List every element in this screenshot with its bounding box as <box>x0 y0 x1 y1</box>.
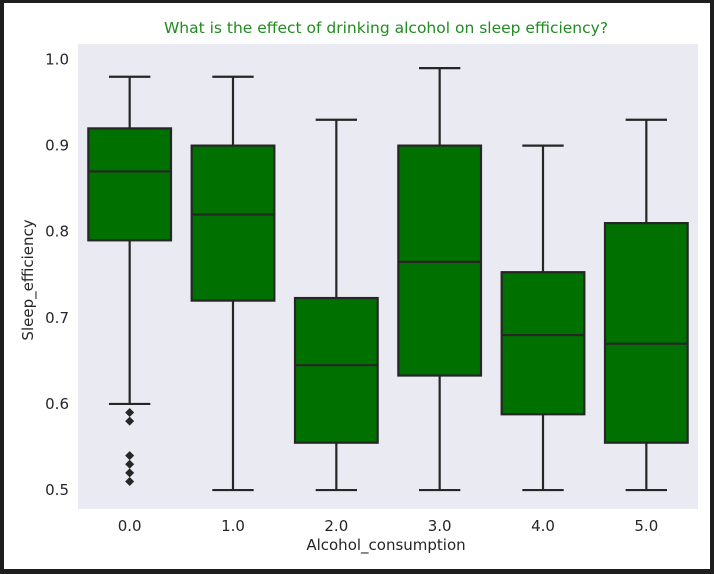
box-plot-chart: 0.0 1.0 2.0 3.0 4.0 5.0 0.5 0.6 0.7 0.8 0.9 1.0 Wha… <box>19 19 698 555</box>
outlier-point <box>125 416 135 426</box>
outlier-point <box>125 476 135 486</box>
box-group-1.0 <box>190 75 276 492</box>
x-tick-label: 2.0 <box>324 517 348 535</box>
y-tick-label: 0.5 <box>45 481 69 499</box>
x-tick-label: 5.0 <box>634 517 658 535</box>
outlier-point <box>125 468 135 478</box>
outlier-point <box>125 459 135 469</box>
iqr-box <box>397 144 483 377</box>
figure-frame: 0.0 1.0 2.0 3.0 4.0 5.0 0.5 0.6 0.7 0.8 0.9 1.0 Wha… <box>4 3 710 569</box>
x-tick-label: 1.0 <box>221 517 245 535</box>
y-axis-label: Sleep_efficiency <box>19 219 38 340</box>
y-tick-label: 0.8 <box>45 223 69 241</box>
x-tick-label: 3.0 <box>428 517 452 535</box>
iqr-box <box>603 222 689 444</box>
y-tick-label: 1.0 <box>45 51 69 69</box>
iqr-box <box>500 271 586 416</box>
y-tick-label: 0.7 <box>45 309 69 327</box>
box-group-3.0 <box>397 67 483 492</box>
y-tick-label: 0.9 <box>45 137 69 155</box>
box-group-2.0 <box>293 118 379 492</box>
chart-title: What is the effect of drinking alcohol o… <box>164 19 608 37</box>
x-tick-label: 0.0 <box>118 517 142 535</box>
iqr-box <box>190 144 276 302</box>
iqr-box <box>293 296 379 444</box>
iqr-box <box>87 127 173 242</box>
outlier-point <box>125 408 135 418</box>
outlier-point <box>125 451 135 461</box>
box-group-5.0 <box>603 118 689 492</box>
plot-area <box>78 44 698 509</box>
box-group-4.0 <box>500 144 586 492</box>
chart-marks <box>87 67 689 492</box>
y-tick-label: 0.6 <box>45 395 69 413</box>
axis-ticks: 0.0 1.0 2.0 3.0 4.0 5.0 0.5 0.6 0.7 0.8 0.9 1.0 <box>45 51 658 536</box>
box-group-0.0 <box>87 75 173 486</box>
x-axis-label: Alcohol_consumption <box>306 536 465 555</box>
x-tick-label: 4.0 <box>531 517 555 535</box>
